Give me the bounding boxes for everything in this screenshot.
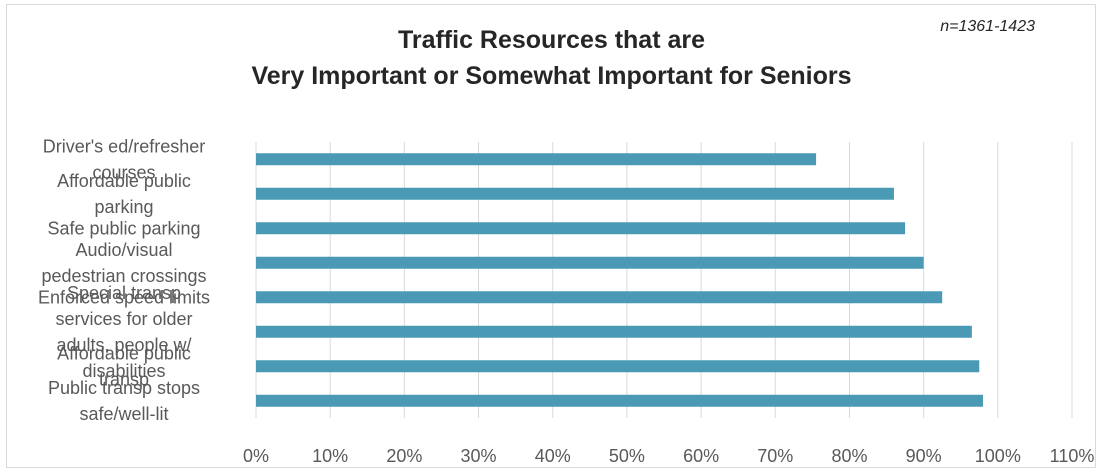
category-label: Affordable public transp xyxy=(57,343,191,389)
x-tick-label: 30% xyxy=(461,446,497,466)
category-label: Public transp stops safe/well-lit xyxy=(48,378,200,424)
bar xyxy=(256,291,943,304)
chart-frame xyxy=(6,4,1096,468)
x-tick-label: 80% xyxy=(831,446,867,466)
category-label: Driver's ed/refresher courses xyxy=(43,136,205,182)
bar xyxy=(256,222,906,235)
x-tick-label: 110% xyxy=(1050,446,1095,466)
x-tick-label: 20% xyxy=(386,446,422,466)
bar xyxy=(256,187,894,200)
category-label: Special transp services for older adults, … xyxy=(55,283,192,381)
bar xyxy=(256,256,924,269)
x-tick-label: 50% xyxy=(609,446,645,466)
category-label: Enforced speed limits xyxy=(38,287,210,307)
x-tick-label: 0% xyxy=(243,446,269,466)
chart-title-line1: Traffic Resources that are xyxy=(397,26,706,54)
bar xyxy=(256,394,983,407)
bar xyxy=(256,153,817,166)
bar xyxy=(256,360,980,373)
x-tick-label: 100% xyxy=(975,446,1021,466)
category-label: Safe public parking xyxy=(47,218,200,238)
x-tick-label: 90% xyxy=(906,446,942,466)
x-tick-label: 70% xyxy=(757,446,793,466)
category-label: Audio/visual pedestrian crossings xyxy=(41,240,206,286)
chart-title-line2: Very Important or Somewhat Important for… xyxy=(251,62,852,90)
bar xyxy=(256,325,972,338)
bars xyxy=(256,153,983,407)
x-tick-label: 60% xyxy=(683,446,719,466)
sample-size-note: n=1361-1423 xyxy=(940,18,1035,35)
gridlines xyxy=(255,142,1073,418)
x-tick-label: 10% xyxy=(312,446,348,466)
x-tick-labels: 0% 10% 20% 30% 40% 50% 60% 70% 80% 90% 100% 110% xyxy=(243,446,1094,466)
category-label: Affordable public parking xyxy=(57,171,191,217)
x-tick-label: 40% xyxy=(535,446,571,466)
